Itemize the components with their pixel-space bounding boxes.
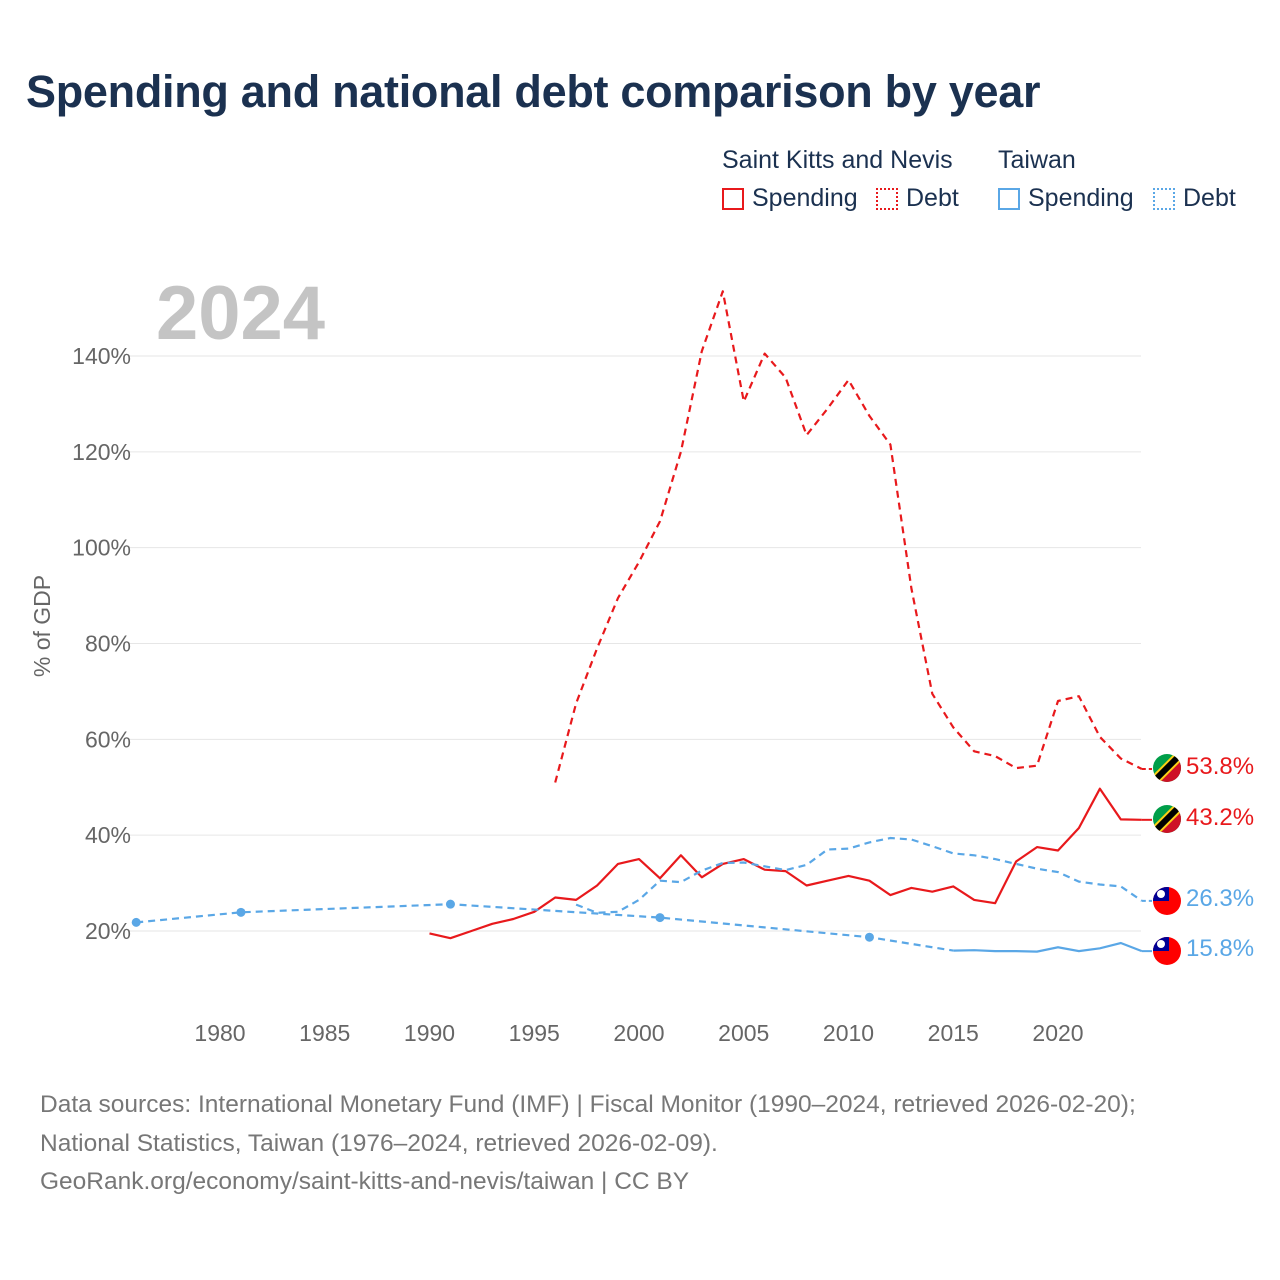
y-tick-label: 40% — [85, 822, 131, 848]
x-tick-label: 1990 — [404, 1020, 455, 1046]
year-badge: 2024 — [156, 271, 326, 356]
y-tick-label: 20% — [85, 918, 131, 944]
series-line — [136, 903, 954, 952]
series — [131, 290, 1152, 953]
legend-swatch-dotted-blue — [1153, 187, 1175, 210]
source-note: Data sources: International Monetary Fun… — [40, 1086, 1136, 1202]
data-point — [655, 913, 665, 923]
legend: Saint Kitts and Nevis Taiwan Spending De… — [0, 140, 1280, 220]
source-line: National Statistics, Taiwan (1976–2024, … — [40, 1129, 718, 1157]
y-axis: 20% 40% 60% 80% 100% 120% 140% — [72, 343, 131, 944]
x-tick-label: 2005 — [718, 1020, 769, 1046]
legend-item-taiwan-spending[interactable]: Spending — [998, 184, 1134, 213]
source-link[interactable]: GeoRank.org/economy/saint-kitts-and-nevi… — [40, 1168, 690, 1195]
y-tick-label: 100% — [72, 535, 131, 561]
series-line — [429, 787, 1142, 940]
legend-item-saint-kitts-debt[interactable]: Debt — [876, 184, 959, 213]
x-axis: 1980 1985 1990 1995 2000 2005 2010 2015 2020 — [194, 1020, 1083, 1046]
legend-swatch-dotted-red — [876, 187, 898, 210]
data-point — [864, 932, 874, 942]
legend-label: Debt — [1183, 184, 1236, 212]
x-tick-label: 2010 — [823, 1020, 874, 1046]
legend-swatch-solid-red — [722, 187, 744, 210]
series-line — [575, 836, 1143, 914]
series-saint_kitts-spending — [429, 787, 1152, 940]
x-tick-label: 2015 — [928, 1020, 979, 1046]
legend-group-taiwan: Taiwan — [998, 146, 1076, 174]
grid — [128, 355, 1141, 932]
saint-kitts-flag-icon — [1153, 805, 1181, 833]
x-tick-label: 2020 — [1032, 1020, 1083, 1046]
legend-item-saint-kitts-spending[interactable]: Spending — [722, 184, 858, 213]
legend-label: Spending — [1028, 184, 1134, 212]
series-line — [953, 941, 1143, 953]
chart-title: Spending and national debt comparison by… — [26, 66, 1041, 117]
series-line — [554, 290, 1143, 783]
x-tick-label: 2000 — [613, 1020, 664, 1046]
end-label-taiwan-spending: 15.8% — [1186, 935, 1254, 962]
series-saint_kitts-debt — [554, 290, 1152, 783]
legend-item-taiwan-debt[interactable]: Debt — [1153, 184, 1236, 213]
source-line: Data sources: International Monetary Fun… — [40, 1091, 1136, 1118]
chart-area: 20% 40% 60% 80% 100% 120% 140% 1980 1985 1990 199… — [29, 290, 1254, 1046]
taiwan-flag-icon — [1153, 937, 1181, 965]
x-tick-label: 1985 — [299, 1020, 350, 1046]
end-label-saint-kitts-spending: 43.2% — [1186, 804, 1254, 831]
y-tick-label: 140% — [72, 343, 131, 369]
end-label-saint-kitts-debt: 53.8% — [1186, 753, 1254, 780]
saint-kitts-flag-icon — [1153, 754, 1181, 782]
legend-group-saint-kitts: Saint Kitts and Nevis — [722, 146, 953, 174]
legend-label: Debt — [906, 184, 959, 212]
taiwan-flag-icon — [1153, 887, 1181, 915]
y-tick-label: 60% — [85, 726, 131, 752]
x-tick-label: 1980 — [194, 1020, 245, 1046]
legend-label: Spending — [752, 184, 858, 212]
data-point — [131, 917, 141, 927]
series-taiwan-debt — [575, 836, 1152, 914]
data-point — [236, 907, 246, 917]
y-tick-label: 80% — [85, 631, 131, 657]
x-tick-label: 1995 — [509, 1020, 560, 1046]
y-tick-label: 120% — [72, 439, 131, 465]
legend-swatch-solid-blue — [998, 187, 1020, 210]
series-taiwan-spending — [131, 899, 1152, 953]
end-label-taiwan-debt: 26.3% — [1186, 885, 1254, 912]
y-axis-label: % of GDP — [29, 575, 55, 677]
data-point — [445, 899, 455, 909]
